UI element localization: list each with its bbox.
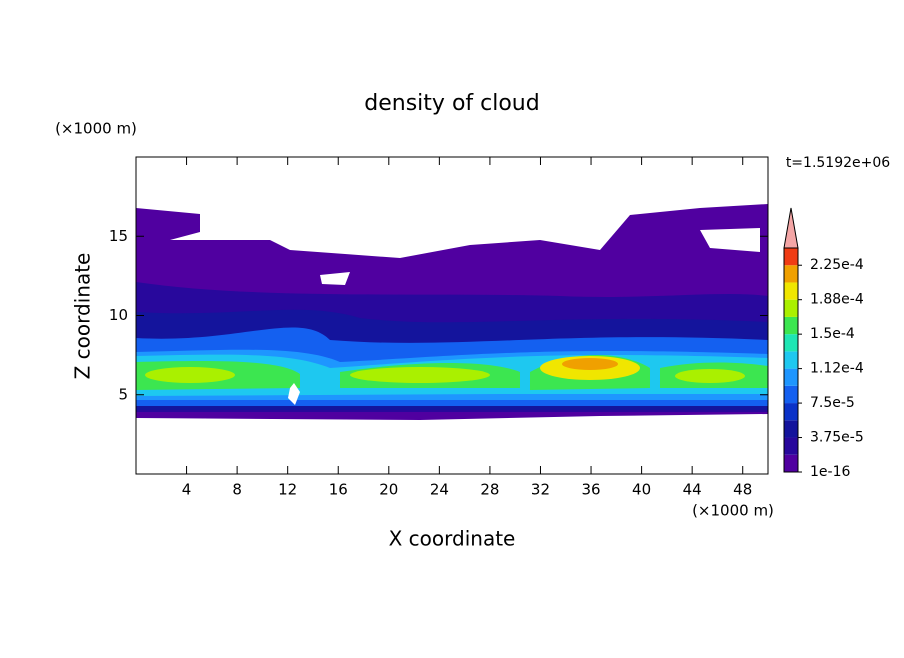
x-tick-label: 24 bbox=[430, 481, 449, 499]
y-tick-label: 10 bbox=[109, 306, 128, 324]
x-tick-label: 32 bbox=[531, 481, 550, 499]
y-unit: (×1000 m) bbox=[55, 120, 137, 138]
x-tick-label: 40 bbox=[632, 481, 651, 499]
colorbar-tick-label: 1.12e-4 bbox=[810, 361, 864, 377]
colorbar-segment bbox=[784, 282, 798, 300]
time-label: t=1.5192e+06 bbox=[786, 155, 890, 171]
x-tick-label: 20 bbox=[379, 481, 398, 499]
chart-title: density of cloud bbox=[364, 91, 539, 116]
colorbar-segment bbox=[784, 385, 798, 404]
x-tick-label: 16 bbox=[329, 481, 348, 499]
colorbar-segment bbox=[784, 403, 798, 421]
x-tick-label: 44 bbox=[683, 481, 702, 499]
colorbar-segment bbox=[784, 265, 798, 283]
x-tick-label: 36 bbox=[581, 481, 600, 499]
x-unit: (×1000 m) bbox=[692, 502, 774, 520]
x-tick-label: 12 bbox=[278, 481, 297, 499]
colorbar-tick-label: 1.5e-4 bbox=[810, 326, 855, 342]
x-tick-label: 4 bbox=[182, 481, 192, 499]
colorbar-segment bbox=[784, 420, 798, 438]
colorbar-segment bbox=[784, 351, 798, 369]
y-tick-label: 5 bbox=[118, 385, 128, 403]
colorbar-segment bbox=[784, 334, 798, 352]
x-axis-label: X coordinate bbox=[389, 527, 516, 551]
y-axis-label: Z coordinate bbox=[71, 253, 95, 380]
colorbar-segment bbox=[784, 454, 798, 472]
contour-band bbox=[675, 369, 745, 383]
colorbar-segment bbox=[784, 316, 798, 335]
colorbar-tick-label: 2.25e-4 bbox=[810, 257, 864, 273]
colorbar-frame bbox=[783, 247, 799, 473]
colorbar-segment bbox=[784, 248, 798, 266]
colorbar-tick-label: 1.88e-4 bbox=[810, 292, 864, 308]
colorbar-tick-label: 3.75e-5 bbox=[810, 430, 864, 446]
contour-band bbox=[145, 367, 235, 383]
colorbar-segment bbox=[784, 299, 798, 317]
y-tick-label: 15 bbox=[109, 227, 128, 245]
colorbar-tick-label: 7.5e-5 bbox=[810, 395, 855, 411]
x-tick-label: 48 bbox=[733, 481, 752, 499]
x-tick-label: 8 bbox=[232, 481, 242, 499]
contour-band bbox=[562, 358, 618, 370]
colorbar-tick-label: 1e-16 bbox=[810, 464, 850, 480]
colorbar-segment bbox=[784, 368, 798, 386]
colorbar-segment bbox=[784, 437, 798, 455]
contour-hole bbox=[288, 383, 300, 405]
x-tick-label: 28 bbox=[480, 481, 499, 499]
contour-field bbox=[136, 204, 768, 420]
contour-band bbox=[350, 367, 490, 383]
